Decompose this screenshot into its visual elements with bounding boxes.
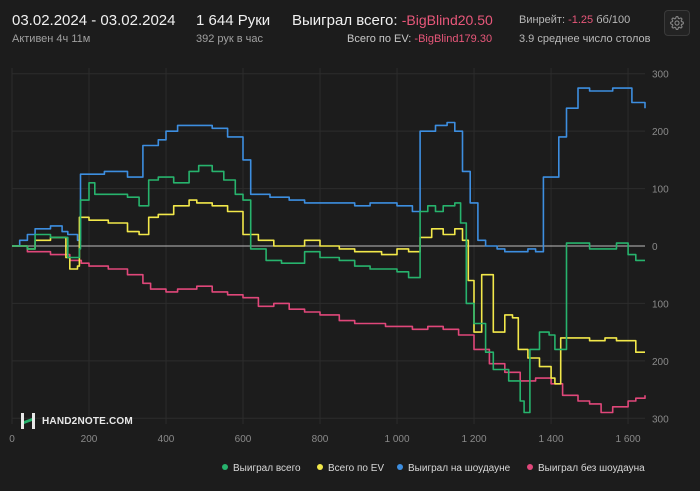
winrate-label: Винрейт:	[519, 14, 566, 26]
legend-ev-label: Всего по EV	[328, 463, 385, 474]
legend-showdown[interactable]: Выиграл на шоудауне	[397, 463, 510, 474]
legend-ev[interactable]: Всего по EV	[317, 463, 384, 474]
x-tick-label: 400	[158, 434, 175, 445]
legend-won-total-swatch	[222, 464, 228, 471]
legend-showdown-label: Выиграл на шоудауне	[408, 463, 511, 474]
date-range: 03.02.2024 - 03.02.2024	[12, 12, 176, 29]
ev-total-label: Всего по EV:	[347, 33, 412, 45]
x-tick-label: 1 200	[462, 434, 487, 445]
y-tick-label: 200	[652, 357, 669, 368]
legend-non-showdown-label: Выиграл без шоудауна	[538, 463, 645, 474]
settings-button[interactable]	[664, 10, 690, 36]
legend-won-total-label: Выиграл всего	[233, 463, 301, 474]
won-total-label: Выиграл всего:	[292, 12, 398, 29]
won-total-value: -BigBlind20.50	[401, 12, 493, 28]
legend-non-showdown[interactable]: Выиграл без шоудауна	[527, 463, 645, 474]
series-line-1	[12, 199, 645, 385]
hand2note-logo: HAND2NOTE.COM	[20, 412, 133, 430]
y-tick-label: 100	[652, 185, 669, 196]
series-line-0	[12, 164, 645, 414]
summary-header: 03.02.2024 - 03.02.2024 Активен 4ч 11м 1…	[0, 0, 700, 56]
gear-icon	[670, 16, 684, 30]
ev-total: Всего по EV: -BigBlind179.30	[347, 33, 492, 45]
ev-total-value: -BigBlind179.30	[414, 33, 493, 45]
x-tick-label: 1 000	[385, 434, 410, 445]
legend-showdown-swatch	[397, 464, 403, 471]
x-tick-label: 1 400	[539, 434, 564, 445]
y-tick-label: 100	[652, 299, 669, 310]
hands-per-hour: 392 рук в час	[196, 33, 264, 45]
y-tick-label: 300	[652, 70, 669, 81]
legend-non-showdown-swatch	[527, 464, 533, 471]
winrate-unit: бб/100	[596, 14, 631, 26]
hands-count: 1 644 Руки	[196, 12, 271, 29]
x-tick-label: 800	[312, 434, 329, 445]
hand2note-logo-icon	[21, 413, 35, 429]
x-tick-label: 1 600	[616, 434, 641, 445]
series-line-3	[12, 245, 646, 414]
winrate-value: -1.25	[568, 14, 594, 26]
y-tick-label: 300	[652, 414, 669, 425]
chart-series	[12, 87, 646, 414]
y-tick-label: 0	[652, 242, 658, 253]
legend-ev-swatch	[317, 464, 323, 471]
y-axis-ticks: 300 200 100 0 100 200 300	[652, 70, 669, 426]
x-axis-ticks: 0 200 400 600 800 1 000 1 200 1 400 1 600	[9, 434, 641, 445]
x-tick-label: 0	[9, 434, 15, 445]
logo-text: HAND2NOTE.COM	[42, 415, 133, 427]
avg-tables: 3.9 среднее число столов	[519, 33, 651, 45]
series-line-2	[12, 87, 646, 253]
winrate: Винрейт: -1.25 бб/100	[519, 14, 630, 26]
active-time: Активен 4ч 11м	[12, 33, 91, 45]
x-tick-label: 600	[235, 434, 252, 445]
won-total: Выиграл всего: -BigBlind20.50	[292, 12, 493, 29]
legend-won-total[interactable]: Выиграл всего	[222, 463, 301, 474]
y-tick-label: 200	[652, 127, 669, 138]
x-tick-label: 200	[81, 434, 98, 445]
